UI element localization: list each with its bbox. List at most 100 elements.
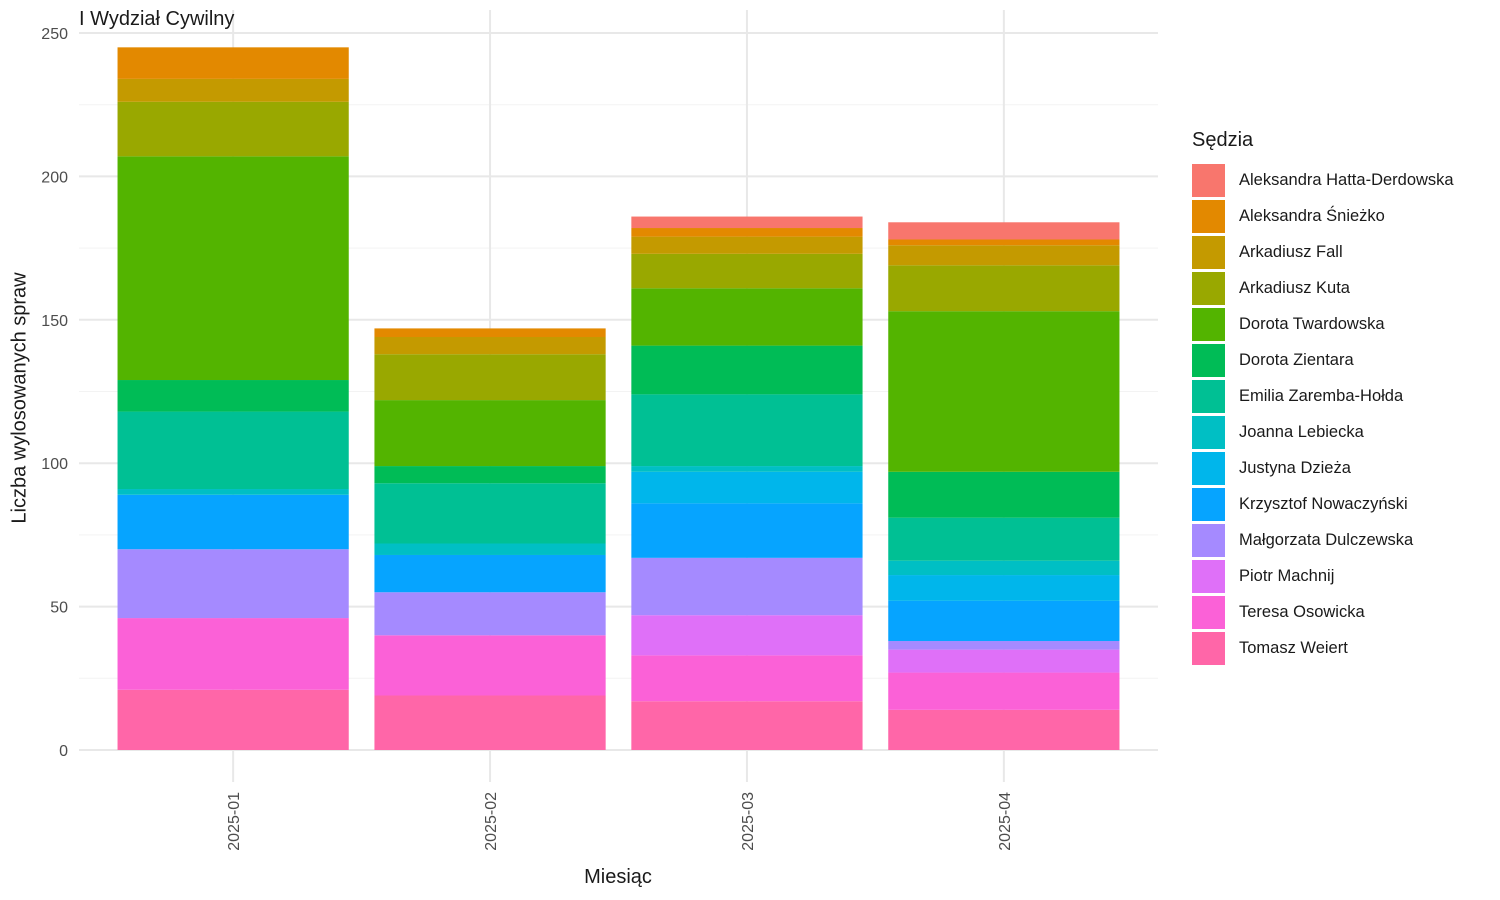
legend-label: Małgorzata Dulczewska [1239, 530, 1414, 549]
legend-swatch [1192, 523, 1225, 557]
legend-item: Tomasz Weiert [1192, 630, 1454, 666]
legend-label: Joanna Lebiecka [1239, 422, 1364, 441]
bar-segment [374, 543, 606, 555]
bar-segment [631, 466, 863, 472]
legend-swatch [1192, 271, 1225, 305]
y-tick-label: 150 [41, 313, 68, 330]
y-tick-label: 250 [41, 26, 68, 43]
y-tick-label: 50 [50, 600, 68, 617]
bar-segment [888, 245, 1120, 266]
bar-segment [374, 466, 606, 484]
bar-segment [631, 471, 863, 504]
legend-title: Sędzia [1192, 129, 1254, 151]
bar-segment [888, 311, 1120, 472]
legend-label: Teresa Osowicka [1239, 602, 1365, 621]
bar-segment [374, 400, 606, 467]
legend-item: Piotr Machnij [1192, 558, 1454, 594]
bar-segment [631, 701, 863, 750]
bar-segment [888, 239, 1120, 246]
legend-label: Krzysztof Nowaczyński [1239, 494, 1408, 513]
y-tick-label: 200 [41, 169, 68, 186]
bar-segment [888, 471, 1120, 518]
legend-item: Dorota Zientara [1192, 342, 1454, 378]
x-tick-label: 2025-02 [483, 792, 500, 851]
legend-item: Małgorzata Dulczewska [1192, 522, 1454, 558]
bar-segment [117, 489, 349, 495]
bar-segment [888, 672, 1120, 710]
bar-segment [374, 483, 606, 544]
bar-segment [117, 380, 349, 412]
bar-segment [374, 554, 606, 593]
legend-swatch [1192, 343, 1225, 377]
legend-item: Krzysztof Nowaczyński [1192, 486, 1454, 522]
bar-segment [117, 618, 349, 690]
bar-segment [631, 253, 863, 289]
bar-segment [631, 394, 863, 467]
legend-swatch [1192, 451, 1225, 485]
legend-swatch [1192, 379, 1225, 413]
bar-segment [888, 600, 1120, 642]
bar-segment [888, 641, 1120, 650]
bar-segment [631, 288, 863, 346]
chart-title: I Wydział Cywilny [79, 8, 235, 30]
bar-segment [888, 575, 1120, 601]
bar-segment [117, 101, 349, 157]
legend-swatch [1192, 595, 1225, 629]
bar-segment [374, 328, 606, 338]
legend-label: Arkadiusz Fall [1239, 242, 1343, 261]
bar-segment [888, 265, 1120, 312]
bar-segment [117, 78, 349, 102]
bar-segment [631, 216, 863, 229]
legend-label: Tomasz Weiert [1239, 638, 1348, 657]
legend-item: Arkadiusz Kuta [1192, 270, 1454, 306]
bar-segment [374, 592, 606, 636]
legend-label: Arkadiusz Kuta [1239, 278, 1350, 297]
bar-segment [117, 549, 349, 619]
legend-label: Dorota Zientara [1239, 350, 1354, 369]
legend-swatch [1192, 163, 1225, 197]
x-tick-label: 2025-03 [740, 792, 757, 851]
bar-segment [117, 156, 349, 381]
legend-label: Aleksandra Hatta-Derdowska [1239, 170, 1454, 189]
legend-swatch [1192, 631, 1225, 665]
bar-segment [631, 655, 863, 702]
y-tick-label: 0 [59, 743, 68, 760]
bar-segment [631, 236, 863, 254]
bar-segment [117, 411, 349, 490]
legend-item: Aleksandra Śnieżko [1192, 198, 1454, 234]
legend-item: Teresa Osowicka [1192, 594, 1454, 630]
y-axis-ticks: 0 50 100 150 200 250 [41, 26, 68, 760]
bar-segment [631, 503, 863, 558]
bar-segment [631, 615, 863, 656]
legend-item: Aleksandra Hatta-Derdowska [1192, 162, 1454, 198]
bar-segment [117, 494, 349, 550]
legend-label: Emilia Zaremba-Hołda [1239, 386, 1404, 405]
legend-label: Aleksandra Śnieżko [1239, 206, 1385, 225]
bar-segment [374, 635, 606, 696]
legend-swatch [1192, 415, 1225, 449]
legend-label: Piotr Machnij [1239, 566, 1335, 585]
legend-item: Arkadiusz Fall [1192, 234, 1454, 270]
x-axis-ticks: 2025-01 2025-02 2025-03 2025-04 [226, 792, 1014, 851]
legend-item: Dorota Twardowska [1192, 306, 1454, 342]
legend-swatch [1192, 487, 1225, 521]
bar-segment [888, 709, 1120, 750]
legend-label: Dorota Twardowska [1239, 314, 1385, 333]
bar-segment [631, 228, 863, 237]
x-tick-label: 2025-01 [226, 792, 243, 851]
bar-segment [374, 695, 606, 750]
bar-segment [888, 517, 1120, 561]
legend-swatch [1192, 559, 1225, 593]
bar-segment [117, 47, 349, 79]
legend-label: Justyna Dzieża [1239, 458, 1351, 477]
bar-segments [117, 47, 1120, 750]
y-tick-label: 100 [41, 456, 68, 473]
bar-segment [631, 557, 863, 616]
legend-item: Justyna Dzieża [1192, 450, 1454, 486]
y-axis-label: Liczba wylosowanych spraw [8, 272, 31, 524]
legend-swatch [1192, 307, 1225, 341]
x-axis-label: Miesiąc [584, 866, 652, 888]
bar-segment [888, 222, 1120, 240]
bar-segment [888, 649, 1120, 673]
